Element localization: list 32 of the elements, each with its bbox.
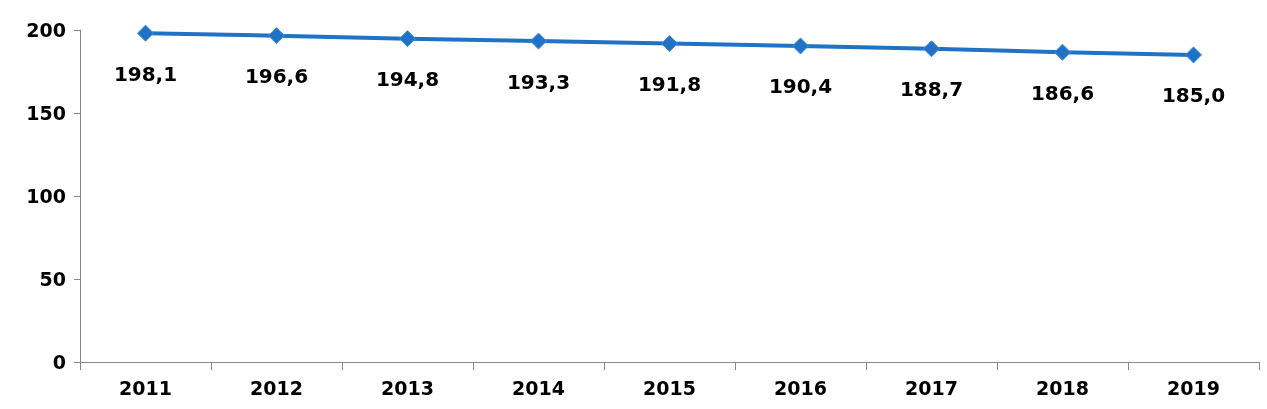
data-label: 193,3 [506,69,571,94]
data-label: 185,0 [1161,83,1226,108]
data-label: 194,8 [375,67,440,92]
data-label: 191,8 [637,72,702,97]
data-label: 188,7 [899,77,964,102]
data-label: 196,6 [244,64,309,89]
point [661,35,678,53]
data-label: 190,4 [768,74,833,99]
x-tick-label: 2016 [774,376,827,399]
point [530,32,547,50]
point [137,24,154,42]
x-tick-label: 2011 [119,376,172,399]
y-tick-label: 50 [39,268,66,290]
data-label: 198,1 [113,61,178,86]
x-tick-label: 2018 [1036,376,1089,399]
y-tick-label: 200 [26,19,66,41]
point [268,27,285,45]
x-tick-label: 2017 [905,376,958,399]
y-tick-label: 150 [26,102,66,124]
x-tick-label: 2013 [381,376,434,399]
x-tick-label: 2012 [250,376,303,399]
y-tick-label: 100 [26,185,66,207]
point [792,37,809,55]
data-label: 186,6 [1030,80,1095,105]
x-tick-label: 2014 [512,376,565,399]
x-tick-label: 2019 [1167,376,1220,399]
y-tick-label: 0 [52,351,66,373]
x-tick-label: 2015 [643,376,696,399]
point [1185,46,1202,64]
point [1054,43,1071,61]
point [923,40,940,58]
point [399,30,416,48]
